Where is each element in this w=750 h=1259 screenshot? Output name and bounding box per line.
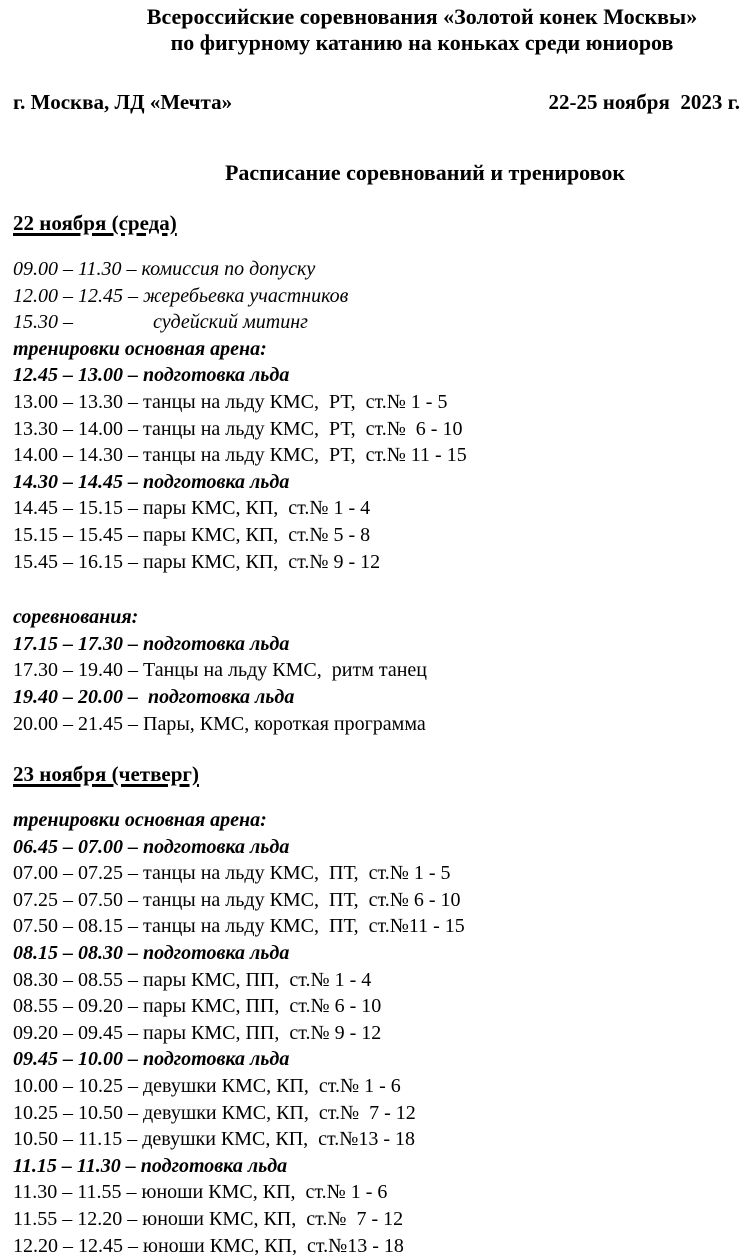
day-schedule-lines: тренировки основная арена: 06.45 – 07.00 … [13,807,750,1259]
schedule-line: 11.30 – 11.55 – юноши КМС, КП, ст.№ 1 - … [13,1181,388,1204]
schedule-line: 15.15 – 15.45 – пары КМС, КП, ст.№ 5 - 8 [13,523,371,546]
day-section: 23 ноября (четверг) тренировки основная … [13,761,750,1259]
schedule-line [13,575,750,604]
day-schedule-lines: 09.00 – 11.30 – комиссия по допуску 12.00… [13,256,750,737]
day-heading-text: 22 ноября (среда) [13,211,177,235]
schedule-line: 12.45 – 13.00 – подготовка льда [13,364,290,387]
schedule-line: 14.30 – 14.45 – подготовка льда [13,470,290,493]
schedule-line: 07.00 – 07.25 – танцы на льду КМС, ПТ, с… [13,862,451,885]
schedule-line: тренировки основная арена: [13,809,267,832]
document-header: Всероссийские соревнования «Золотой коне… [0,4,750,186]
schedule-line: 20.00 – 21.45 – Пары, КМС, короткая прог… [13,712,426,735]
day-heading: 23 ноября (четверг) [13,761,750,787]
schedule-line: 11.15 – 11.30 – подготовка льда [13,1154,288,1177]
schedule-line: 07.25 – 07.50 – танцы на льду КМС, ПТ, с… [13,888,461,911]
schedule-line: 10.25 – 10.50 – девушки КМС, КП, ст.№ 7 … [13,1101,416,1124]
schedule-line: соревнования: [13,606,139,629]
schedule-line: 11.55 – 12.20 – юноши КМС, КП, ст.№ 7 - … [13,1208,404,1230]
day-heading-text: 23 ноября (четверг) [13,762,199,787]
schedule-line: 09.20 – 09.45 – пары КМС, ПП, ст.№ 9 - 1… [13,1021,382,1044]
schedule-line: 06.45 – 07.00 – подготовка льда [13,835,290,858]
schedule-line: 08.55 – 09.20 – пары КМС, ПП, ст.№ 6 - 1… [13,995,382,1018]
schedule-line: 19.40 – 20.00 – подготовка льда [13,685,295,708]
schedule-line: 17.15 – 17.30 – подготовка льда [13,632,290,655]
schedule-line: 12.20 – 12.45 – юноши КМС, КП, ст.№13 - … [13,1234,404,1257]
dates-text: 22-25 ноября 2023 г. [548,90,740,114]
day-section: 22 ноября (среда) 09.00 – 11.30 – комисс… [13,210,750,737]
schedule-line: 09.45 – 10.00 – подготовка льда [13,1048,290,1071]
day-heading: 22 ноября (среда) [13,210,750,236]
venue-date-row: г. Москва, ЛД «Мечта» 22-25 ноября 2023 … [13,90,740,114]
schedule-line: 15.30 – судейский митинг [13,311,308,334]
schedule-line: тренировки основная арена: [13,337,267,360]
schedule-line: 10.50 – 11.15 – девушки КМС, КП, ст.№13 … [13,1128,415,1151]
schedule-line: 14.00 – 14.30 – танцы на льду КМС, РТ, с… [13,444,467,467]
schedule-line: 17.30 – 19.40 – Танцы на льду КМС, ритм … [13,659,428,682]
schedule-line: 07.50 – 08.15 – танцы на льду КМС, ПТ, с… [13,915,465,938]
schedule-line: 08.30 – 08.55 – пары КМС, ПП, ст.№ 1 - 4 [13,968,372,991]
schedule-line: 12.00 – 12.45 – жеребьевка участников [13,284,349,307]
schedule-sections: 22 ноября (среда) 09.00 – 11.30 – комисс… [0,210,750,1259]
schedule-line: 09.00 – 11.30 – комиссия по допуску [13,258,316,280]
schedule-line: 13.30 – 14.00 – танцы на льду КМС, РТ, с… [13,417,463,440]
venue-text: г. Москва, ЛД «Мечта» [13,90,233,114]
document-title-line1: Всероссийские соревнования «Золотой коне… [146,4,698,29]
schedule-line: 15.45 – 16.15 – пары КМС, КП, ст.№ 9 - 1… [13,550,381,573]
schedule-line: 14.45 – 15.15 – пары КМС, КП, ст.№ 1 - 4 [13,497,371,520]
document-title-line2: по фигурному катанию на коньках среди юн… [170,30,674,55]
schedule-line: 08.15 – 08.30 – подготовка льда [13,942,290,965]
schedule-line: 13.00 – 13.30 – танцы на льду КМС, РТ, с… [13,390,448,413]
schedule-line: 10.00 – 10.25 – девушки КМС, КП, ст.№ 1 … [13,1075,401,1098]
schedule-subtitle: Расписание соревнований и тренировок [224,160,626,185]
